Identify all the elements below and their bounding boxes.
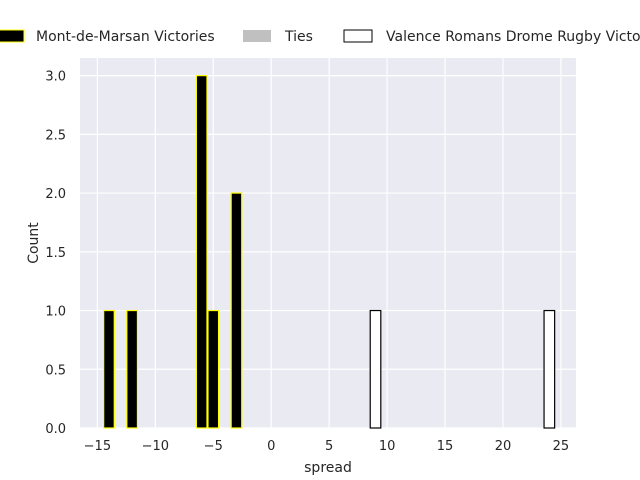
legend: Mont-de-Marsan Victories Ties Valence Ro… (0, 29, 640, 45)
bar-series-2-1 (543, 309, 556, 429)
bar-series-0-2 (195, 75, 208, 429)
legend-entry-mont-de-marsan: Mont-de-Marsan Victories (0, 29, 215, 45)
x-tick-label: 5 (325, 439, 333, 454)
legend-swatch-valence (343, 29, 373, 43)
y-tick-label: 3.0 (45, 70, 66, 85)
y-tick-label: 1.0 (45, 305, 66, 320)
x-tick-label: −5 (204, 439, 223, 454)
x-tick-label: −10 (142, 439, 169, 454)
legend-entry-valence: Valence Romans Drome Rugby Victories (343, 29, 640, 45)
y-tick-label: 1.5 (45, 246, 66, 261)
legend-label-ties: Ties (284, 29, 313, 45)
bar-series-2-0 (369, 309, 382, 429)
x-tick-label: 25 (553, 439, 570, 454)
x-axis-label: spread (304, 460, 352, 476)
x-tick-label: 0 (267, 439, 275, 454)
bar-series-0-1 (126, 309, 139, 429)
x-tick-label: 15 (437, 439, 454, 454)
y-tick-label: 0.5 (45, 363, 66, 378)
bar-series-0-0 (103, 309, 115, 429)
y-tick-label: 0.0 (45, 422, 66, 437)
plot-area (80, 58, 576, 428)
y-tick-label: 2.0 (45, 187, 66, 202)
y-axis-label: Count (26, 222, 42, 264)
legend-swatch-ties (243, 30, 271, 42)
y-axis-ticks: 0.0 0.5 1.0 1.5 2.0 2.5 3.0 (45, 70, 66, 437)
legend-label-mont-de-marsan: Mont-de-Marsan Victories (36, 29, 215, 45)
grid (80, 58, 576, 429)
x-tick-label: 20 (495, 439, 512, 454)
bars (103, 75, 556, 429)
legend-label-valence: Valence Romans Drome Rugby Victories (386, 29, 640, 45)
legend-swatch-mont-de-marsan (0, 29, 25, 43)
bar-series-0-4 (230, 192, 243, 429)
x-tick-label: 10 (379, 439, 396, 454)
bar-series-0-3 (207, 309, 220, 429)
y-tick-label: 2.5 (45, 128, 66, 143)
x-axis-ticks: −15 −10 −5 0 5 10 15 20 25 (84, 439, 570, 454)
x-tick-label: −15 (84, 439, 111, 454)
legend-entry-ties: Ties (243, 29, 313, 45)
